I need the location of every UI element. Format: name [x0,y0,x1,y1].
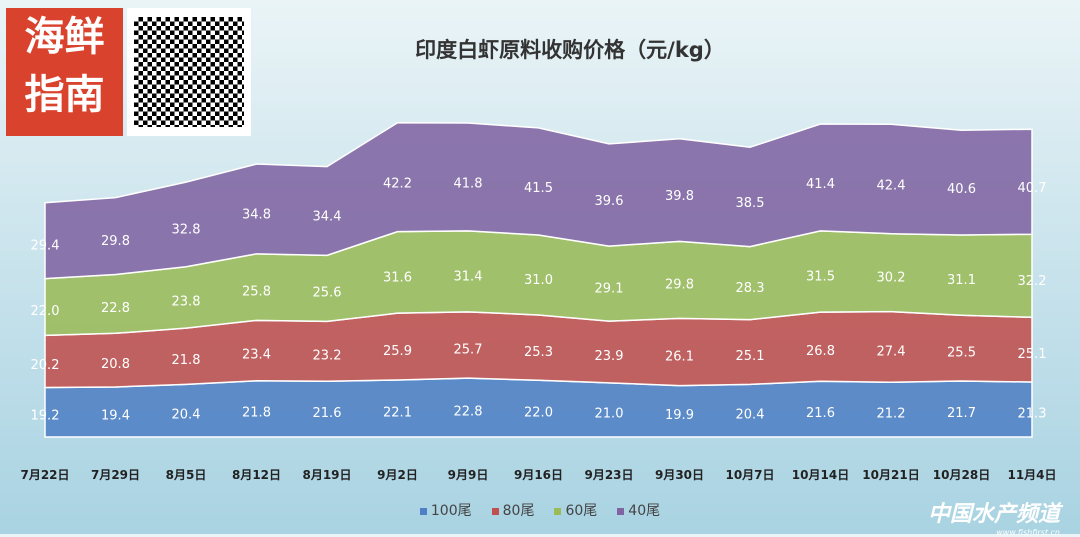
data-label: 41.4 [806,177,835,192]
x-tick-label: 10月7日 [725,468,774,482]
data-label: 21.8 [242,406,271,421]
data-label: 40.7 [1018,181,1047,196]
x-tick-label: 10月21日 [862,468,919,482]
data-label: 22.1 [383,405,412,420]
legend-label: 40尾 [628,503,661,519]
data-label: 25.8 [242,284,271,299]
data-label: 29.4 [31,238,60,253]
data-label: 22.8 [101,301,130,316]
data-label: 23.9 [595,349,624,364]
data-label: 31.0 [524,273,553,288]
data-label: 31.4 [454,269,483,284]
x-tick-label: 7月22日 [20,468,69,482]
data-label: 22.0 [31,304,60,319]
legend-label: 60尾 [565,503,598,519]
legend-label: 100尾 [430,503,472,519]
x-tick-label: 8月12日 [232,468,281,482]
data-label: 26.8 [806,344,835,359]
data-label: 40.6 [947,182,976,197]
data-label: 25.1 [1018,347,1047,362]
legend-item: 60尾 [554,503,597,519]
legend-item: 80尾 [491,503,535,519]
legend-item: 40尾 [617,503,660,519]
data-label: 34.4 [313,209,342,224]
qr-code [127,8,251,136]
data-label: 25.7 [454,342,483,357]
data-label: 21.7 [947,406,976,421]
data-label: 20.4 [736,407,765,422]
data-label: 19.4 [101,408,130,423]
data-label: 41.8 [454,176,483,191]
data-label: 32.2 [1018,274,1047,289]
legend-swatch [617,507,625,515]
data-label: 42.4 [877,178,906,193]
data-label: 41.5 [524,181,553,196]
x-tick-label: 8月19日 [302,468,351,482]
data-label: 31.1 [947,273,976,288]
x-tick-label: 10月14日 [792,468,849,482]
data-label: 29.1 [595,281,624,296]
data-label: 19.2 [31,409,60,424]
data-label: 27.4 [877,344,906,359]
data-label: 30.2 [877,271,906,286]
area-40尾 [44,122,1033,280]
x-tick-label: 10月28日 [933,468,990,482]
data-label: 39.6 [595,194,624,209]
x-tick-label: 9月23日 [584,468,633,482]
data-label: 29.8 [665,278,694,293]
data-label: 20.2 [31,358,60,373]
data-label: 26.1 [665,349,694,364]
data-label: 23.4 [242,348,271,363]
legend-label: 80尾 [502,503,535,519]
data-label: 25.3 [524,345,553,360]
logo: 海鲜 指南 [6,8,123,136]
x-tick-label: 9月9日 [448,468,489,482]
watermark: 中国水产频道 www.fishfirst.cn [927,502,1060,537]
data-label: 21.3 [1018,406,1047,421]
data-label: 32.8 [172,223,201,238]
data-label: 38.5 [736,196,765,211]
data-label: 25.9 [383,344,412,359]
data-label: 20.4 [172,407,201,422]
data-label: 34.8 [242,207,271,222]
data-label: 25.5 [947,345,976,360]
x-tick-label: 9月30日 [655,468,704,482]
x-tick-label: 11月4日 [1007,468,1056,482]
data-label: 42.2 [383,177,412,192]
legend-swatch [419,507,427,515]
data-label: 23.2 [313,348,342,363]
x-tick-label: 7月29日 [91,468,140,482]
data-label: 39.8 [665,189,694,204]
data-label: 21.2 [877,406,906,421]
data-label: 21.0 [595,407,624,422]
legend-item: 100尾 [419,503,472,519]
data-label: 31.6 [383,270,412,285]
data-label: 21.6 [313,406,342,421]
chart-title: 印度白虾原料收购价格（元/kg） [415,38,725,62]
x-tick-label: 9月2日 [377,468,418,482]
data-label: 20.8 [101,357,130,372]
data-label: 29.8 [101,234,130,249]
data-label: 28.3 [736,281,765,296]
data-label: 31.5 [806,270,835,285]
data-label: 22.0 [524,405,553,420]
data-label: 22.8 [454,405,483,420]
x-tick-label: 8月5日 [166,468,207,482]
legend: 100尾 80尾 60尾 40尾 [0,500,1080,520]
legend-swatch [554,507,562,515]
x-tick-label: 9月16日 [514,468,563,482]
data-label: 25.1 [736,349,765,364]
data-label: 25.6 [313,286,342,301]
legend-swatch [491,507,499,515]
data-label: 19.9 [665,408,694,423]
data-label: 21.8 [172,353,201,368]
data-label: 21.6 [806,406,835,421]
data-label: 23.8 [172,294,201,309]
